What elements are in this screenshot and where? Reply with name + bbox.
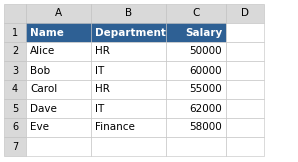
Bar [4, 137, 26, 156]
Bar [26, 118, 91, 137]
Text: C: C [192, 8, 200, 18]
Text: Dave: Dave [30, 104, 57, 114]
Bar [91, 4, 166, 23]
Bar [91, 42, 166, 61]
Text: 4: 4 [12, 85, 18, 94]
Bar [226, 4, 264, 23]
Bar [4, 80, 26, 99]
Bar [91, 80, 166, 99]
Bar [226, 61, 264, 80]
Text: HR: HR [95, 46, 110, 57]
Text: 1: 1 [12, 28, 18, 37]
Bar [4, 99, 26, 118]
Text: IT: IT [95, 104, 104, 114]
Bar [226, 42, 264, 61]
Text: 55000: 55000 [189, 85, 222, 94]
Bar [26, 99, 91, 118]
Bar [26, 42, 91, 61]
Bar [226, 118, 264, 137]
Bar [166, 80, 226, 99]
Text: 6: 6 [12, 122, 18, 133]
Bar [91, 137, 166, 156]
Text: 58000: 58000 [189, 122, 222, 133]
Text: 7: 7 [12, 141, 18, 151]
Bar [226, 137, 264, 156]
Bar [26, 80, 91, 99]
Bar [226, 80, 264, 99]
Bar [166, 118, 226, 137]
Text: B: B [125, 8, 132, 18]
Bar [166, 4, 226, 23]
Text: Alice: Alice [30, 46, 55, 57]
Bar [4, 4, 26, 23]
Text: A: A [55, 8, 62, 18]
Bar [26, 4, 91, 23]
Text: 2: 2 [12, 46, 18, 57]
Bar [91, 118, 166, 137]
Text: Department: Department [95, 28, 166, 37]
Text: 3: 3 [12, 65, 18, 75]
Bar [166, 61, 226, 80]
Text: Eve: Eve [30, 122, 49, 133]
Bar [166, 99, 226, 118]
Bar [26, 61, 91, 80]
Text: IT: IT [95, 65, 104, 75]
Bar [26, 23, 91, 42]
Text: D: D [241, 8, 249, 18]
Bar [26, 137, 91, 156]
Bar [226, 99, 264, 118]
Bar [166, 137, 226, 156]
Bar [91, 61, 166, 80]
Bar [4, 42, 26, 61]
Text: 62000: 62000 [189, 104, 222, 114]
Bar [91, 99, 166, 118]
Text: Carol: Carol [30, 85, 57, 94]
Bar [226, 23, 264, 42]
Text: Name: Name [30, 28, 64, 37]
Bar [166, 23, 226, 42]
Text: Finance: Finance [95, 122, 135, 133]
Text: 50000: 50000 [189, 46, 222, 57]
Text: 5: 5 [12, 104, 18, 114]
Text: 60000: 60000 [189, 65, 222, 75]
Text: HR: HR [95, 85, 110, 94]
Text: Bob: Bob [30, 65, 50, 75]
Text: Salary: Salary [185, 28, 222, 37]
Bar [4, 23, 26, 42]
Bar [4, 118, 26, 137]
Bar [166, 42, 226, 61]
Bar [4, 61, 26, 80]
Bar [91, 23, 166, 42]
